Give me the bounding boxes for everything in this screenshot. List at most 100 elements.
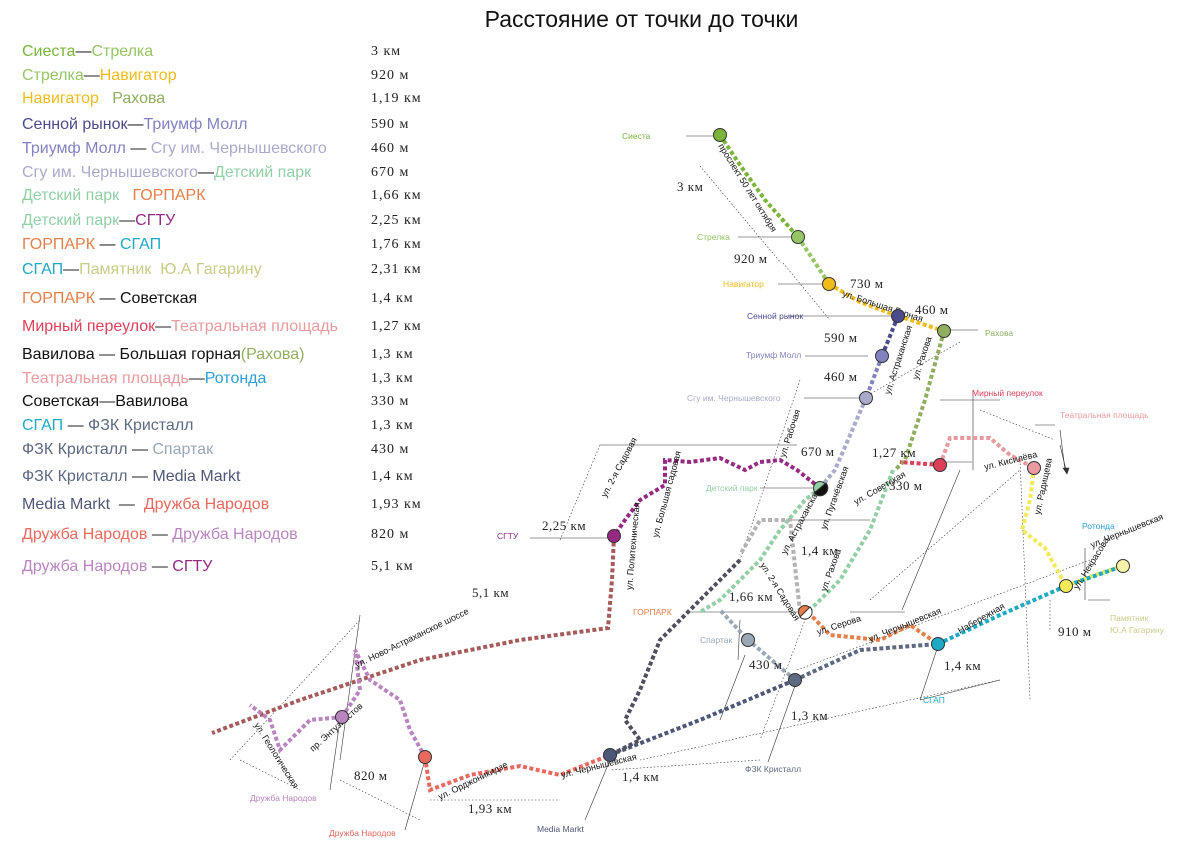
station-label: Media Markt (537, 824, 584, 834)
station-label: Ю.А Гагарину (1110, 625, 1165, 635)
station-label: ГОРПАРК (633, 607, 672, 617)
legend-row: СГАП—Памятник Ю.А Гагарину 2,31 км (22, 261, 442, 283)
legend-distance: 330 м (371, 394, 410, 409)
legend-segment: Дружба Народов (22, 526, 148, 543)
legend-segment: — (127, 116, 144, 133)
legend-segment: Театральная площадь (22, 370, 189, 387)
legend-distance: 1,76 км (371, 237, 422, 252)
legend-route: Мирный переулок—Театральная площадь (22, 318, 338, 336)
routes (211, 133, 1124, 793)
street-label: ул. Геологическая (252, 721, 301, 790)
legend-segment: СГТУ (172, 558, 213, 575)
legend-route: Детский парк ГОРПАРК (22, 187, 206, 205)
map-distance: 5,1 км (472, 585, 509, 600)
guide-line (339, 614, 361, 761)
street-label: ул. Рахова (910, 335, 933, 380)
legend-route: Советская—Вавилова (22, 393, 188, 411)
legend-distance: 820 м (371, 527, 410, 542)
station-navigator (822, 277, 836, 291)
route-media-fzk (609, 678, 796, 757)
street-label: Набережная (956, 601, 1006, 636)
station-label: Навигатор (723, 279, 764, 289)
station-sgap (931, 637, 945, 651)
station-labels: Сиеста Стрелка Навигатор Рахова Сенной р… (250, 131, 1165, 838)
station-label: Ротонда (1082, 521, 1115, 531)
legend-distance: 5,1 км (371, 559, 414, 574)
station-label: Театральная площадь (1060, 410, 1149, 420)
legend-segment: Рахова (112, 90, 166, 107)
arrow-line (1059, 444, 1067, 471)
distance-labels: 3 км 920 м 730 м 460 м 590 м 460 м 670 м… (354, 179, 1091, 816)
guide-line (901, 469, 961, 611)
legend-distance: 430 м (371, 442, 410, 457)
legend-distance: 920 м (371, 68, 410, 83)
guide-line (699, 165, 782, 264)
legend-segment: Сиеста (22, 43, 76, 60)
legend-segment: Навигатор (99, 67, 177, 84)
legend-row: Советская—Вавилова 330 м (22, 393, 442, 415)
map-distance: 430 м (749, 657, 782, 672)
legend-distance: 1,27 км (371, 319, 422, 334)
route-mirny-teatr (938, 436, 1035, 470)
guide-line (919, 679, 1001, 701)
legend-segment: СГТУ (135, 212, 176, 229)
legend-segment: Сенной рынок (22, 116, 128, 133)
legend-segment: Media Markt (152, 468, 241, 485)
route-navigator-sennoy (827, 282, 899, 318)
station-label: Дружба Народов (250, 793, 317, 803)
legend-row: ФЗК Кристалл — Спартак 430 м (22, 441, 442, 463)
legend-segment: — (83, 67, 100, 84)
legend-segment: Триумф Молл (22, 140, 126, 157)
route-strelka-navigator (796, 235, 831, 286)
legend-row: Сиеста—Стрелка 3 км (22, 43, 442, 65)
guide-lines (229, 135, 1110, 831)
street-label: ул. Чернышевская (867, 606, 943, 644)
street-label: ул. Большая Горная (841, 288, 924, 323)
guide-line (229, 619, 361, 761)
legend-route: Media Markt — Дружба Народов (22, 496, 269, 514)
route-vavilova-gornaya (806, 469, 895, 614)
station-druzhba-violet (335, 710, 349, 724)
legend-segment: — (127, 441, 153, 458)
station-spartak (741, 633, 755, 647)
legend-row: СГАП — ФЗК Кристалл 1,3 км (22, 417, 442, 439)
legend-route: Триумф Молл — Сгу им. Чернышевского (22, 140, 327, 158)
legend-route: ГОРПАРК — Советская (22, 290, 197, 308)
station-label: Сенной рынок (747, 311, 803, 321)
station-sgtu (607, 529, 621, 543)
arrow-head (1062, 467, 1070, 475)
legend-route: Дружба Народов — Дружба Народов (22, 526, 298, 544)
legend-segment: Мирный переулок (22, 318, 156, 335)
map-distance: 590 м (824, 330, 857, 345)
legend-segment: Детский парк (213, 164, 312, 181)
page-title: Расстояние от точки до точки (484, 6, 799, 32)
legend-distance: 2,31 км (371, 262, 422, 277)
map-distance: 3 км (677, 179, 703, 194)
legend-segment: Дружба Народов (143, 496, 270, 513)
legend-row: Сгу им. Чернышевского—Детский парк 670 м (22, 164, 442, 186)
guide-line (239, 759, 301, 791)
station-detsky (813, 481, 829, 497)
map-distance: 1,27 км (872, 445, 916, 460)
legend-segment: Навигатор (22, 90, 99, 107)
station-rakhova (937, 324, 951, 338)
map-distance: 1,4 км (622, 769, 659, 784)
map-distance: 910 м (1058, 624, 1091, 639)
street-label: ул. Пугачёвская (818, 465, 850, 531)
street-label: ул. Орджоникидзе (436, 760, 509, 802)
station-strelka (791, 230, 805, 244)
legend-segment: ГОРПАРК (132, 187, 206, 204)
station-label: СГАП (923, 695, 945, 705)
legend-segment: Триумф Молл (143, 116, 248, 133)
legend-route: Сенной рынок—Триумф Молл (22, 116, 247, 134)
route-sgap-gagarin (937, 564, 1124, 646)
station-label: Спартак (700, 635, 733, 645)
map-distance: 1,4 км (944, 658, 981, 673)
route-sennoy-rakhova (897, 314, 945, 333)
station-druzhba-red (418, 750, 432, 764)
legend-segment: Дружба Народов (172, 526, 298, 543)
legend-route: ГОРПАРК — СГАП (22, 236, 161, 254)
legend-row: Театральная площадь—Ротонда 1,3 км (22, 370, 442, 392)
station-mirny (933, 458, 947, 472)
